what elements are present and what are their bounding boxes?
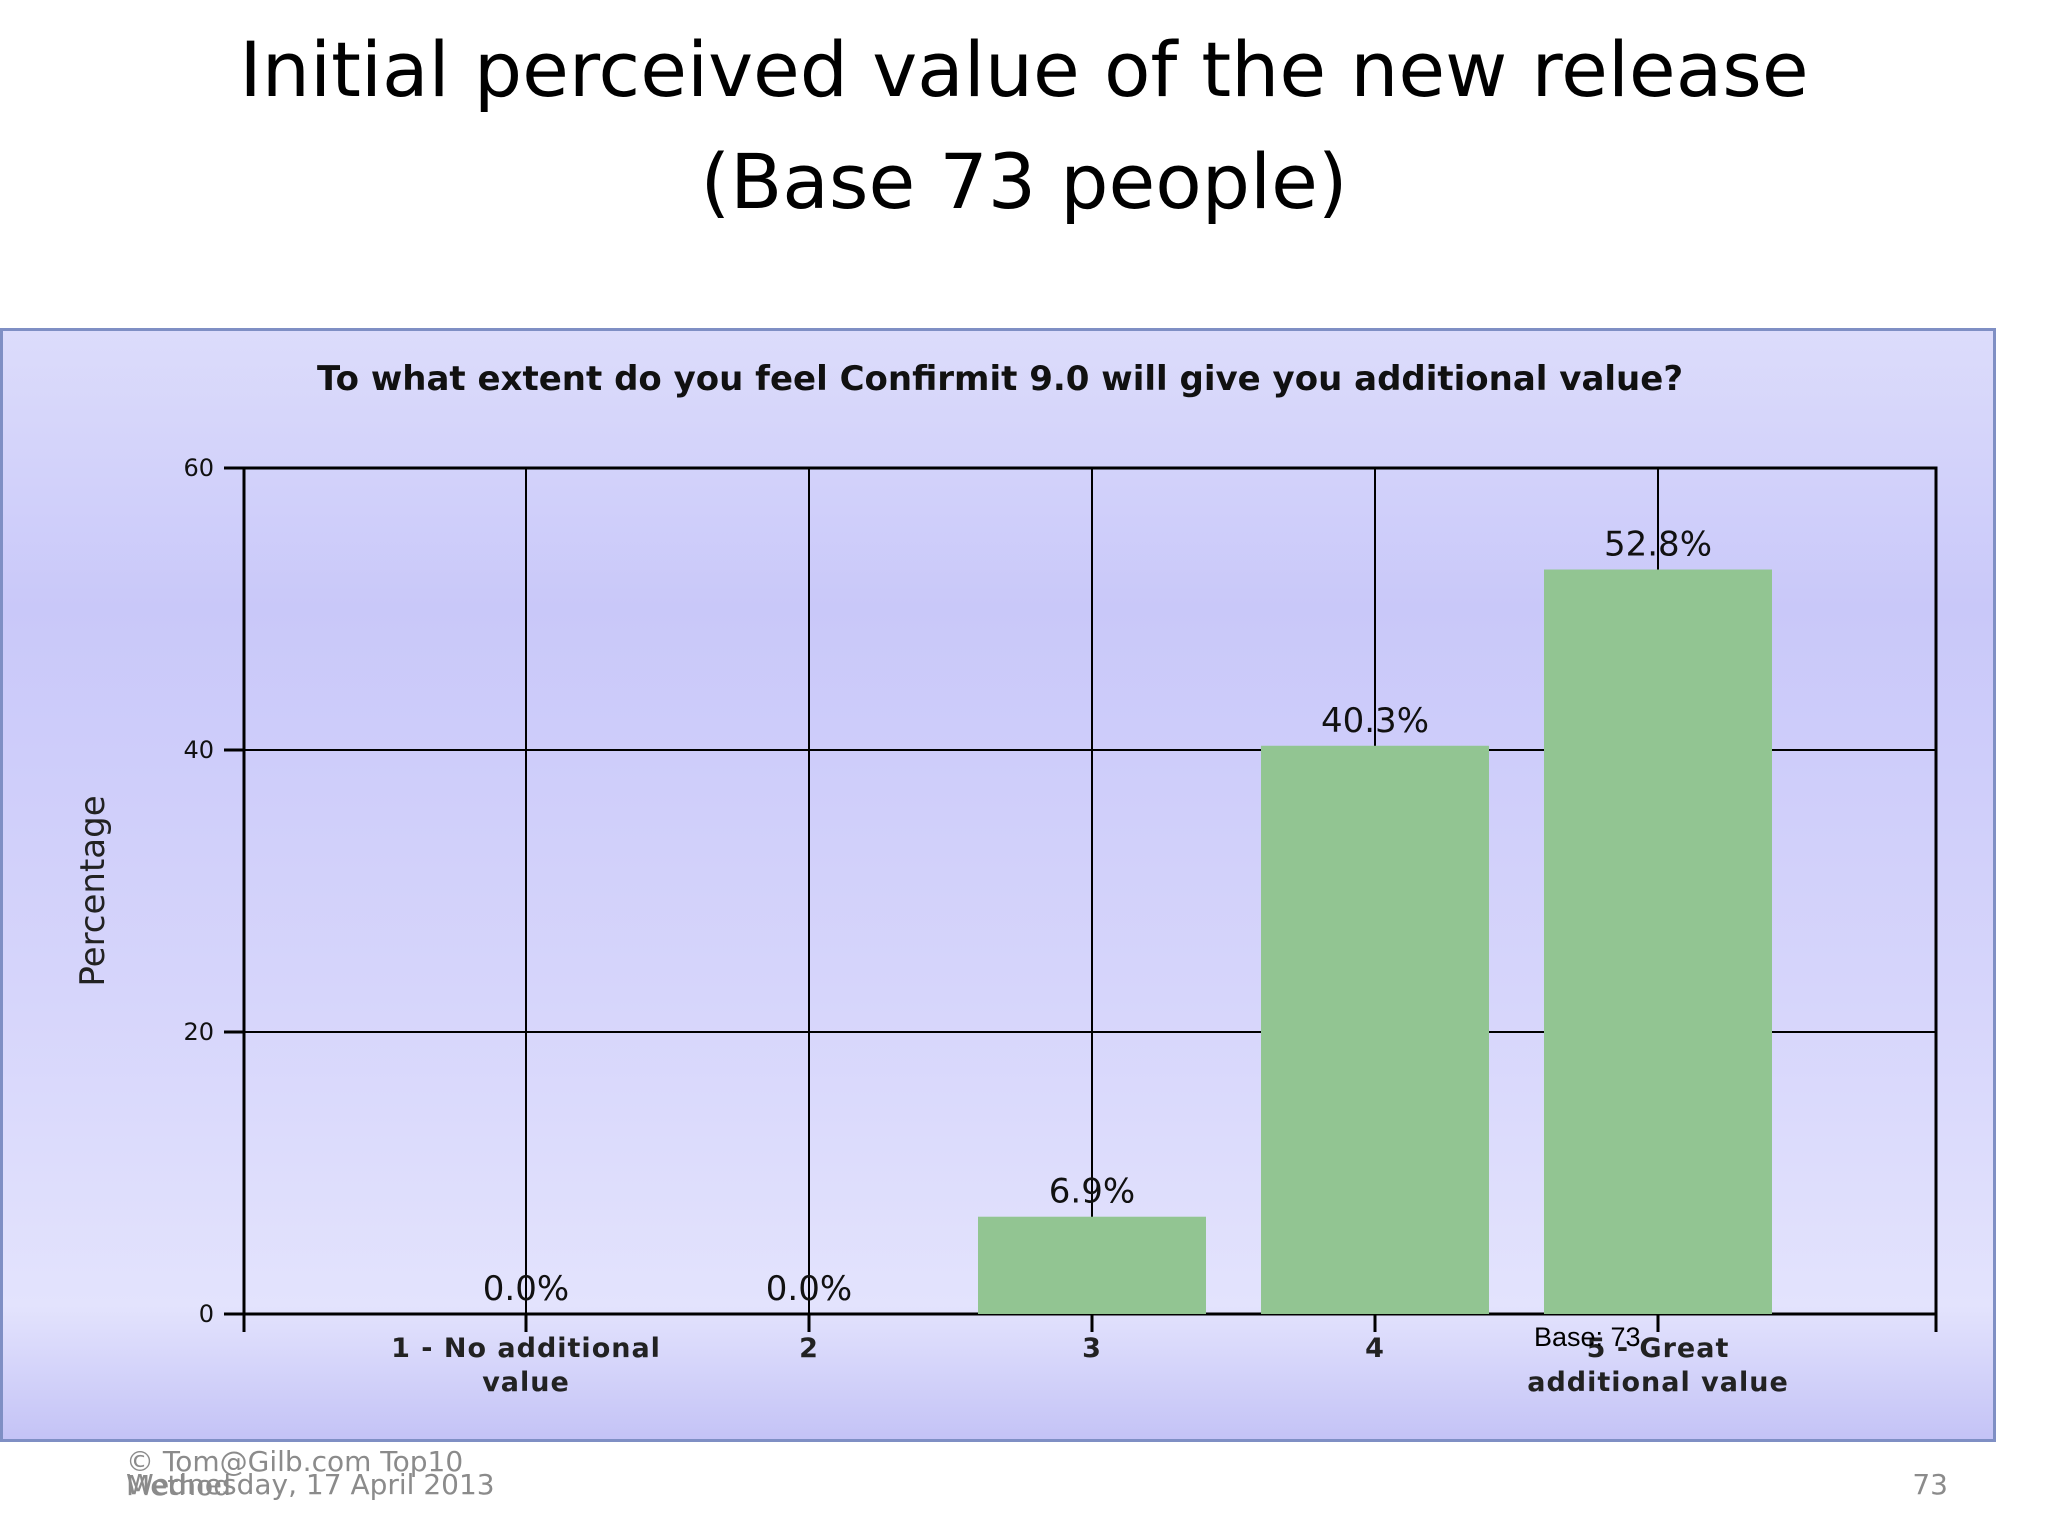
x-category-label: 4 <box>1365 1333 1385 1364</box>
footer-page-number: 73 <box>1912 1468 1948 1501</box>
x-category-label: additional value <box>1527 1367 1789 1398</box>
slide-title: Initial perceived value of the new relea… <box>0 14 2048 238</box>
bar <box>1544 569 1772 1314</box>
data-label: 40.3% <box>1321 701 1429 741</box>
y-tick-label: 40 <box>183 736 214 764</box>
data-label: 0.0% <box>483 1269 569 1309</box>
x-category-label: value <box>482 1367 570 1398</box>
bar <box>978 1216 1206 1314</box>
x-category-label: 5 - Great <box>1587 1333 1730 1364</box>
data-label: 52.8% <box>1604 525 1712 565</box>
footer-date: Wednesday, 17 April 2013 <box>126 1468 495 1501</box>
base-note: Base: 73 <box>1534 1322 1641 1352</box>
bar-chart: To what extent do you feel Confirmit 9.0… <box>73 359 1938 1398</box>
data-label: 0.0% <box>766 1269 852 1309</box>
y-axis-title: Percentage <box>73 795 113 986</box>
x-category-label: 3 <box>1082 1333 1102 1364</box>
x-category-label: 2 <box>799 1333 819 1364</box>
chart-title: To what extent do you feel Confirmit 9.0… <box>317 359 1683 399</box>
y-tick-label: 0 <box>199 1300 214 1328</box>
bar <box>1261 745 1489 1314</box>
slide-title-line1: Initial perceived value of the new relea… <box>239 25 1809 114</box>
y-tick-label: 20 <box>183 1018 214 1046</box>
data-label: 6.9% <box>1049 1172 1135 1212</box>
slide-title-line2: (Base 73 people) <box>700 137 1348 226</box>
y-tick-label: 60 <box>183 454 214 482</box>
x-category-label: 1 - No additional <box>391 1333 661 1364</box>
footer-copyright: © Tom@Gilb.com Top10 Method <box>126 1445 464 1502</box>
